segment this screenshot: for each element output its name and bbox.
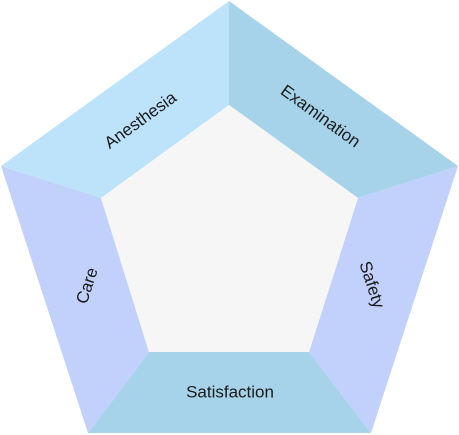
segment-care [1, 166, 149, 433]
segment-examination [229, 1, 458, 198]
label-satisfaction: Satisfaction [186, 382, 274, 401]
center-pentagon [101, 105, 358, 352]
segment-satisfaction [88, 352, 371, 433]
segment-safety [309, 166, 458, 433]
segment-anesthesia [1, 1, 229, 198]
